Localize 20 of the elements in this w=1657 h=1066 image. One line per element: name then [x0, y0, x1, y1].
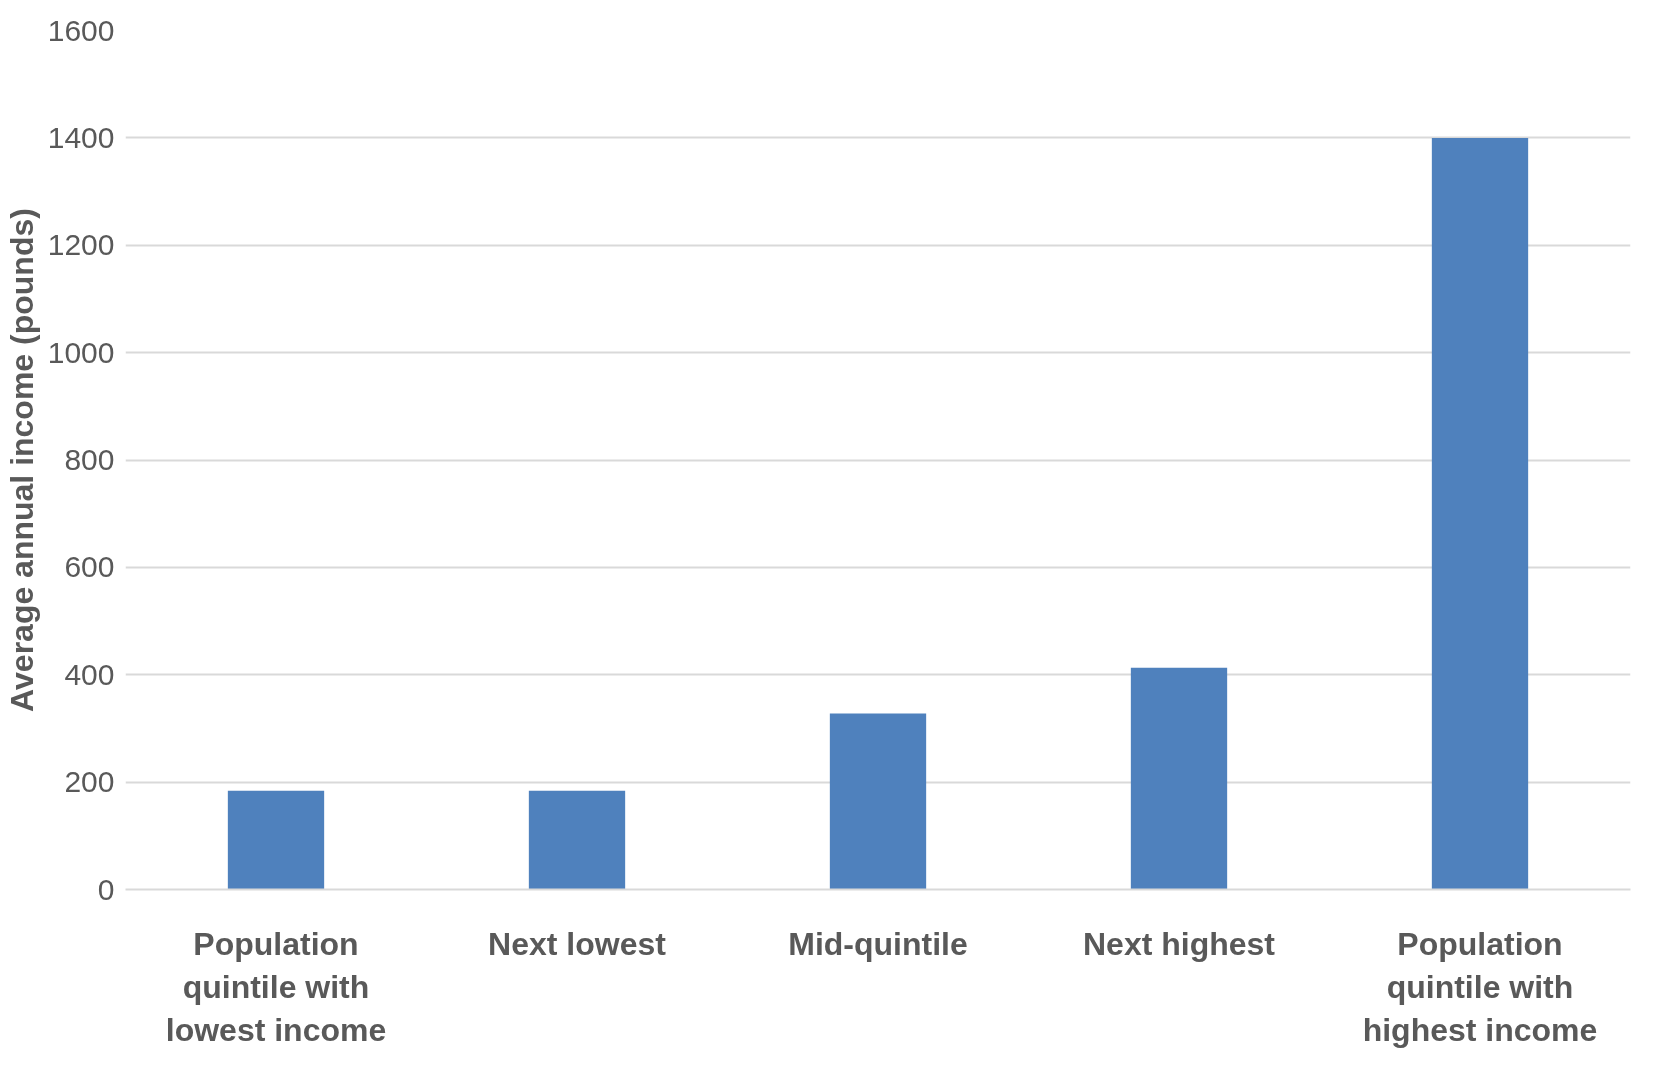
y-tick-label: 1000 [47, 335, 115, 369]
x-tick-label: Population quintile with lowest income [165, 925, 387, 1048]
y-axis-title: Average annual income (pounds) [3, 208, 40, 712]
bar [227, 790, 325, 890]
y-tick-label: 0 [97, 872, 115, 906]
y-tick-label: 200 [64, 765, 115, 799]
y-tick-label: 600 [64, 550, 115, 584]
bar [528, 790, 626, 890]
x-tick-label: Next lowest [488, 925, 667, 962]
y-tick-label: 400 [64, 657, 115, 691]
x-tick-label: Population quintile with highest income [1362, 925, 1598, 1048]
x-tick-label: Next highest [1082, 925, 1276, 962]
bar [1431, 137, 1529, 890]
y-tick-label: 1400 [47, 120, 115, 154]
y-tick-label: 800 [64, 443, 115, 476]
y-tick-label: 1600 [47, 13, 115, 47]
y-tick-label: 1200 [47, 228, 115, 262]
x-tick-label: Mid-quintile [788, 925, 968, 962]
bar [1130, 667, 1228, 890]
bar [829, 713, 927, 890]
